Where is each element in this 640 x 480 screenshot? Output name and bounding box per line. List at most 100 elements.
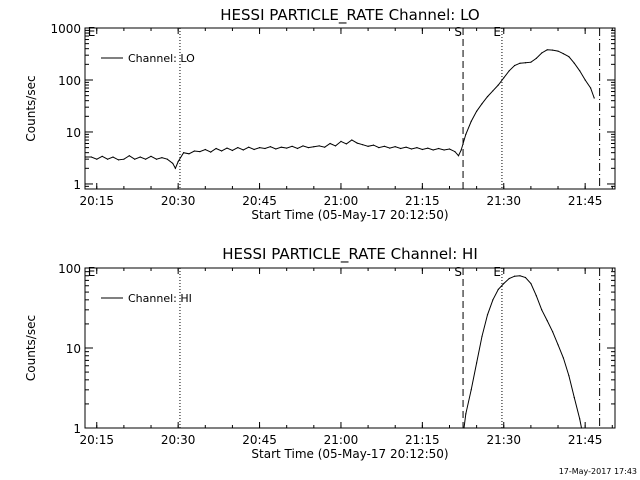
data-point (497, 288, 499, 290)
data-point (307, 147, 309, 149)
data-point (166, 158, 168, 160)
data-point (593, 97, 595, 99)
data-point (492, 90, 494, 92)
data-point (503, 77, 505, 79)
data-point (372, 144, 375, 146)
chart-title: HESSI PARTICLE_RATE Channel: LO (220, 6, 479, 25)
data-point (562, 357, 565, 359)
x-tick-label: 21:00 (324, 194, 359, 208)
data-point (329, 142, 331, 145)
data-point (296, 147, 299, 150)
data-point (448, 148, 451, 150)
data-point (443, 149, 445, 151)
data-point (302, 145, 304, 147)
data-point (362, 144, 364, 146)
data-point (492, 299, 494, 301)
data-point (590, 87, 592, 89)
data-point (394, 146, 396, 148)
data-point (476, 362, 478, 364)
data-point (481, 335, 483, 337)
data-point (90, 156, 92, 158)
data-point (188, 153, 190, 155)
data-point (541, 309, 543, 311)
data-point (580, 427, 583, 429)
event-marker-label: S (454, 265, 462, 279)
data-point (568, 56, 570, 58)
data-point (546, 49, 548, 51)
data-point (546, 320, 548, 322)
data-point (410, 148, 413, 150)
data-point (476, 110, 478, 112)
data-point (280, 146, 282, 148)
data-point (177, 160, 179, 163)
y-axis-label: Counts/sec (24, 315, 38, 381)
data-point (183, 152, 185, 154)
legend-label: Channel: HI (128, 292, 192, 305)
data-point (579, 418, 581, 420)
data-point (172, 162, 174, 164)
data-point (432, 149, 434, 151)
data-point (324, 146, 326, 148)
x-tick-label: 21:15 (405, 194, 440, 208)
data-point (275, 148, 277, 150)
x-tick-label: 21:30 (486, 433, 521, 447)
series-line (463, 275, 582, 429)
data-point (514, 64, 516, 67)
data-point (535, 295, 537, 297)
data-point (345, 143, 347, 145)
data-point (101, 155, 103, 157)
data-point (117, 159, 120, 161)
data-point (454, 151, 456, 153)
data-point (535, 57, 537, 60)
data-point (134, 158, 136, 160)
data-point (193, 150, 195, 152)
data-point (378, 147, 380, 149)
data-point (486, 96, 489, 98)
data-point (145, 158, 147, 160)
data-point (508, 70, 510, 72)
data-point (96, 158, 98, 160)
x-tick-label: 21:45 (568, 433, 603, 447)
data-point (400, 147, 402, 150)
data-point (405, 146, 407, 148)
data-point (573, 397, 575, 399)
data-point (334, 145, 337, 147)
y-tick-label: 10 (66, 126, 81, 140)
event-marker-label: E (88, 265, 96, 279)
x-tick-label: 21:00 (324, 433, 359, 447)
data-point (573, 62, 575, 64)
data-point (291, 145, 293, 147)
data-point (470, 389, 472, 391)
data-point (552, 331, 554, 333)
data-point (457, 155, 460, 157)
data-point (497, 84, 499, 86)
data-point (524, 276, 527, 279)
x-tick-label: 20:15 (79, 194, 114, 208)
x-tick-label: 20:15 (79, 433, 114, 447)
chart-panel-1: HESSI PARTICLE_RATE Channel: LO 20:15 20:3… (24, 6, 616, 222)
data-point (514, 275, 516, 277)
data-point (231, 149, 233, 152)
y-tick-label: 1 (73, 178, 81, 192)
legend-label: Channel: LO (128, 52, 195, 65)
event-marker-label: E (493, 265, 501, 279)
x-tick-label: 20:45 (242, 194, 277, 208)
y-axis-label: Counts/sec (24, 75, 38, 141)
chart-panel-2: HESSI PARTICLE_RATE Channel: HI 20:15 20:3… (24, 245, 616, 461)
x-tick-label: 21:15 (405, 433, 440, 447)
event-marker-label: E (88, 25, 96, 39)
data-point (470, 120, 472, 122)
data-point (242, 149, 244, 151)
data-point (248, 146, 250, 148)
x-tick-label: 21:30 (486, 194, 521, 208)
x-tick-label: 20:30 (161, 194, 196, 208)
data-point (318, 145, 320, 147)
y-tick-label: 100 (58, 74, 81, 88)
data-point (519, 275, 521, 277)
data-point (210, 151, 212, 153)
data-point (313, 146, 315, 148)
y-tick-label: 1000 (50, 22, 81, 36)
y-tick-label: 100 (58, 262, 81, 276)
data-point (215, 147, 217, 150)
y-tick-label: 1 (73, 422, 81, 436)
